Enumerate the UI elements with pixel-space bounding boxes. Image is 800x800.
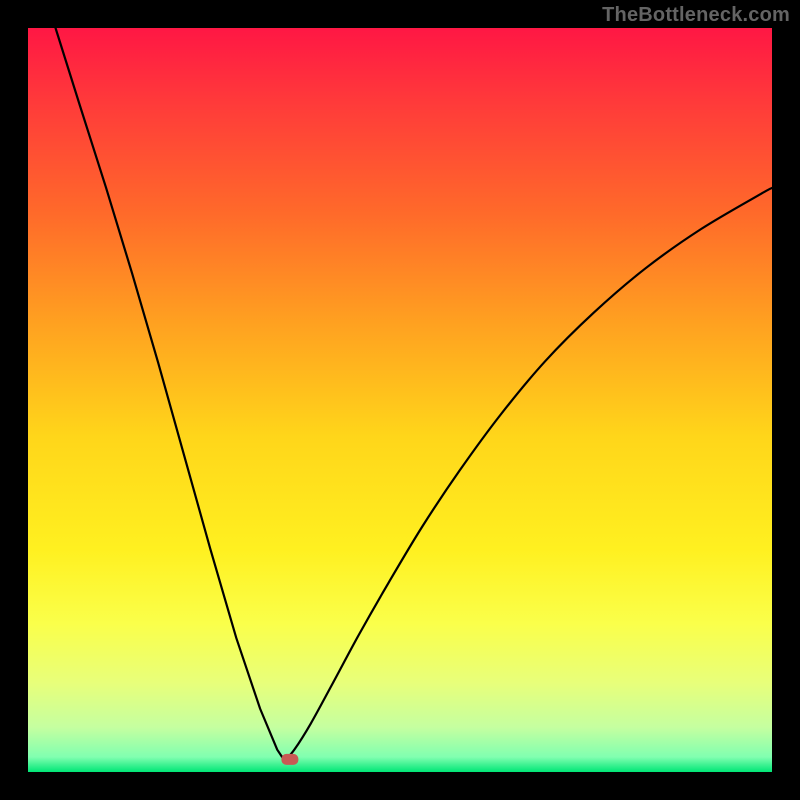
plot-background (28, 28, 772, 772)
chart-container: TheBottleneck.com (0, 0, 800, 800)
optimal-marker (281, 754, 298, 765)
watermark-text: TheBottleneck.com (602, 4, 790, 27)
bottleneck-chart (0, 0, 800, 800)
